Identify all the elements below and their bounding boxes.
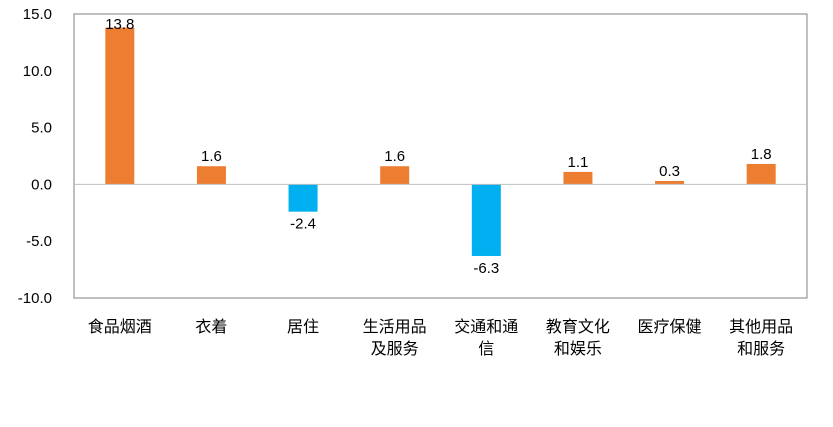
y-axis-ticks: 15.0 10.0 5.0 0.0 -5.0 -10.0 <box>18 6 52 307</box>
bar <box>196 166 226 185</box>
x-tick-label: 衣着 <box>195 317 227 336</box>
data-labels: 13.8 1.6 -2.4 1.6 -6.3 1.1 0.3 1.8 <box>105 16 771 277</box>
data-label: 1.1 <box>568 154 589 171</box>
x-tick-label: 和服务 <box>737 339 785 358</box>
x-tick-label: 食品烟酒 <box>88 317 152 336</box>
bar <box>105 27 135 185</box>
x-tick-label: 和娱乐 <box>554 339 602 358</box>
y-tick-label: 0.0 <box>31 176 52 193</box>
bars <box>105 27 776 256</box>
y-tick-label: 5.0 <box>31 120 52 137</box>
x-tick-label: 信 <box>478 339 494 358</box>
y-tick-label: -5.0 <box>26 233 52 250</box>
x-tick-label: 生活用品 <box>363 317 427 336</box>
bar <box>380 166 410 185</box>
x-tick-label: 医疗保健 <box>638 317 702 336</box>
x-tick-label: 教育文化 <box>546 317 610 336</box>
y-tick-label: -10.0 <box>18 290 52 307</box>
x-tick-label: 交通和通 <box>454 317 518 336</box>
x-tick-label: 居住 <box>287 317 319 336</box>
data-label: 1.8 <box>751 146 772 163</box>
data-label: 1.6 <box>201 148 222 165</box>
bar <box>563 171 593 185</box>
x-tick-label: 其他用品 <box>729 317 793 336</box>
data-label: -2.4 <box>290 216 316 233</box>
bar <box>655 180 685 185</box>
bar <box>288 184 318 212</box>
plot-frame <box>73 13 808 299</box>
data-label: 1.6 <box>384 148 405 165</box>
data-label: -6.3 <box>473 260 499 277</box>
y-tick-label: 10.0 <box>23 63 52 80</box>
data-label: 0.3 <box>659 163 680 180</box>
y-tick-label: 15.0 <box>23 6 52 23</box>
bar <box>471 184 501 256</box>
x-tick-label: 及服务 <box>371 339 419 358</box>
bar <box>746 163 776 185</box>
data-label: 13.8 <box>105 16 134 33</box>
